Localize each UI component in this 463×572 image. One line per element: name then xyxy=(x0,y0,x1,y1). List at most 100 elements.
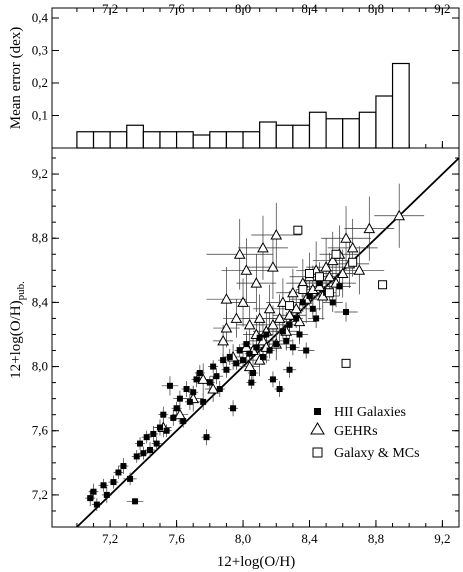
hii-galaxy-point xyxy=(163,427,170,434)
galaxy-mc-point xyxy=(314,272,324,282)
histogram-bar xyxy=(325,118,344,149)
bottom-y-tick-label: 8,8 xyxy=(32,230,48,245)
gehr-point xyxy=(243,360,256,372)
galaxy-mc-point xyxy=(348,257,358,267)
gehr-point xyxy=(326,254,339,266)
hii-galaxy-point xyxy=(220,357,227,364)
hii-galaxy-point xyxy=(230,405,237,412)
bottom-y-tick-label: 7,2 xyxy=(32,487,48,502)
hii-galaxy-point xyxy=(170,414,177,421)
gehr-point xyxy=(230,312,243,323)
gehr-point xyxy=(353,264,366,275)
gehr-point xyxy=(263,302,276,314)
hii-galaxy-point xyxy=(210,363,217,370)
gehr-point xyxy=(174,408,186,420)
top-y-tick-label: 0,4 xyxy=(32,10,49,25)
bottom-x-tick-label: 8,8 xyxy=(368,531,384,546)
histogram-bar xyxy=(391,62,410,149)
histogram-bars xyxy=(76,62,410,149)
hii-galaxy-point xyxy=(276,386,283,393)
hii-galaxy-point xyxy=(273,341,280,348)
hii-galaxy-point xyxy=(286,321,293,328)
hii-galaxy-point xyxy=(303,347,310,354)
hii-galaxy-point xyxy=(243,341,250,348)
galaxy-mc-point xyxy=(341,358,351,368)
legend: HII Galaxies GEHRs Galaxy & MCs xyxy=(310,405,420,461)
histogram-bar xyxy=(159,131,178,149)
gehr-point xyxy=(237,296,249,307)
histogram-bar xyxy=(175,131,194,149)
galaxy-mc-point xyxy=(331,249,341,259)
gehr-point xyxy=(233,248,246,259)
histogram-bar xyxy=(209,131,228,149)
gehr-point xyxy=(287,286,299,298)
bottom-ticks: 7,2 7,6 8,0 8,4 8,8 9,2 7,2 7,6 8,0 8,4 8,8 9,2 xyxy=(32,157,460,546)
hii-galaxy-point xyxy=(147,446,154,453)
hii-galaxy-point xyxy=(286,366,293,373)
histogram-bar xyxy=(259,121,277,149)
hii-galaxy-point xyxy=(190,389,197,396)
hii-galaxy-point xyxy=(250,369,257,376)
top-ticks: 7,2 7,6 8,0 8,4 8,8 9,20,10,20,30,4 xyxy=(32,1,460,149)
hii-galaxy-point xyxy=(180,418,187,425)
bottom-y-tick-label: 8,0 xyxy=(32,359,48,374)
hii-galaxy-point xyxy=(160,411,167,418)
hii-galaxy-point xyxy=(263,331,270,338)
hii-galaxy-point xyxy=(153,440,160,447)
hii-galaxy-point xyxy=(173,405,180,412)
histogram-bar xyxy=(92,131,111,149)
top-y-axis-label: Mean error (dex) xyxy=(8,27,24,129)
histogram-bar xyxy=(292,124,311,149)
legend-label-galaxy-mcs: Galaxy & MCs xyxy=(334,446,420,461)
galaxy-mc-point xyxy=(298,285,308,295)
hii-galaxy-point xyxy=(137,440,144,447)
hii-galaxy-point xyxy=(203,434,210,441)
bottom-y-tick-label: 7,6 xyxy=(32,423,49,438)
histogram-bar xyxy=(342,118,360,149)
gehr-point xyxy=(393,209,406,221)
hii-galaxy-point xyxy=(133,453,140,460)
hii-galaxy-point xyxy=(233,360,240,367)
histogram-bar xyxy=(126,124,144,149)
gehr-point xyxy=(267,318,279,330)
gehr-point xyxy=(283,309,296,320)
gehr-point xyxy=(220,322,233,333)
one-to-one-line xyxy=(76,157,460,528)
hii-galaxy-point xyxy=(176,395,183,402)
hii-galaxy-point xyxy=(120,463,127,470)
hii-galaxy-point xyxy=(216,386,223,393)
hii-galaxy-point xyxy=(90,488,97,495)
bottom-y-tick-label: 8,4 xyxy=(32,294,49,309)
hii-galaxy-point xyxy=(309,305,316,312)
bottom-x-tick-label: 9,2 xyxy=(434,531,450,546)
gehr-point xyxy=(320,261,332,272)
gehr-point xyxy=(270,228,283,240)
hii-galaxy-point xyxy=(283,337,290,344)
histogram-bar xyxy=(109,131,128,149)
gehr-point xyxy=(346,241,359,253)
legend-marker-gehrs xyxy=(310,422,325,435)
hii-galaxy-point xyxy=(143,434,150,441)
hii-galaxy-point xyxy=(140,450,147,457)
bottom-y-axis-label: 12+log(O/H)pub. xyxy=(8,281,27,379)
mean-error-histogram-panel: 7,2 7,6 8,0 8,4 8,8 9,20,10,20,30,4 Mean erro… xyxy=(8,1,460,149)
legend-label-hii-galaxies: HII Galaxies xyxy=(334,405,406,420)
histogram-bar xyxy=(275,124,294,149)
bottom-x-tick-label: 7,2 xyxy=(102,531,118,546)
hii-galaxy-point xyxy=(246,350,253,357)
gehr-point xyxy=(243,318,256,330)
hii-galaxy-point xyxy=(296,331,303,338)
galaxy-mc-point xyxy=(378,280,388,290)
hii-galaxy-point xyxy=(259,353,266,360)
hii-galaxy-point xyxy=(269,376,276,383)
hii-galaxy-point xyxy=(206,379,213,386)
hii-galaxy-point xyxy=(93,501,100,508)
top-y-tick-label: 0,2 xyxy=(32,75,48,90)
histogram-bar xyxy=(308,111,327,149)
gehr-point xyxy=(197,373,210,384)
hii-galaxy-point xyxy=(150,430,157,437)
gehr-point xyxy=(267,261,279,272)
hii-galaxy-point xyxy=(213,373,220,380)
histogram-bar xyxy=(242,131,261,149)
